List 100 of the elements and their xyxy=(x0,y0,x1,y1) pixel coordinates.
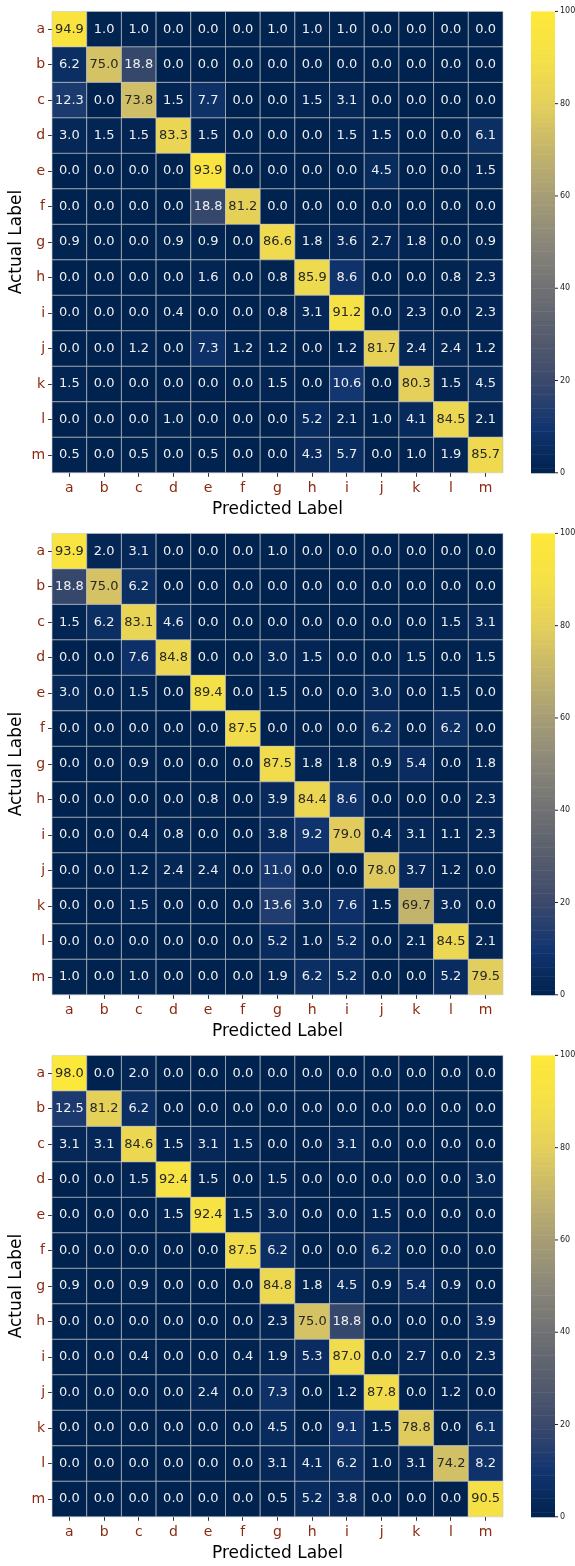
data-label: 3.0 xyxy=(301,897,323,913)
data-label: 0.0 xyxy=(93,684,115,700)
data-label: 1.0 xyxy=(301,932,323,948)
data-label: 1.0 xyxy=(163,410,184,426)
data-label: 0.0 xyxy=(405,1312,427,1328)
data-label: 3.0 xyxy=(267,649,288,664)
data-label: 0.0 xyxy=(59,826,80,842)
data-label: 0.0 xyxy=(405,162,427,178)
data-label: 1.5 xyxy=(163,1135,184,1151)
data-label: 1.5 xyxy=(440,375,462,391)
data-label: 75.0 xyxy=(297,1312,327,1328)
data-label: 0.0 xyxy=(59,162,80,178)
data-label: 0.0 xyxy=(163,719,184,735)
data-label: 5.2 xyxy=(440,968,462,984)
x-tick-label: a xyxy=(65,478,74,495)
data-label: 0.0 xyxy=(475,91,496,107)
data-label: 0.0 xyxy=(301,861,323,877)
data-label: 6.1 xyxy=(475,1419,496,1435)
data-label: 0.0 xyxy=(336,649,358,664)
y-tick-label: i xyxy=(41,825,46,842)
data-label: 4.1 xyxy=(301,1454,323,1470)
data-label: 0.0 xyxy=(405,197,427,213)
data-label: 1.5 xyxy=(371,897,392,913)
color-bar-label: 100 xyxy=(560,528,575,538)
data-label: 0.0 xyxy=(440,542,462,558)
data-label: 0.0 xyxy=(336,684,358,700)
data-label: 1.5 xyxy=(475,649,496,664)
data-label: 6.1 xyxy=(475,127,496,142)
data-label: 1.8 xyxy=(405,233,427,249)
data-label: 0.0 xyxy=(440,1135,462,1151)
data-label: 1.2 xyxy=(440,1383,462,1399)
data-label: 2.7 xyxy=(405,1348,427,1364)
data-label: 0.0 xyxy=(93,339,115,355)
data-label: 0.0 xyxy=(232,233,254,249)
data-label: 0.0 xyxy=(197,1454,219,1470)
data-label: 0.0 xyxy=(128,1490,150,1506)
data-label: 0.4 xyxy=(163,304,184,320)
data-label: 0.0 xyxy=(59,304,80,320)
x-tick-label: e xyxy=(203,478,213,495)
data-label: 0.0 xyxy=(197,1490,219,1506)
data-label: 0.0 xyxy=(163,1490,184,1506)
data-label: 0.0 xyxy=(59,790,80,806)
y-tick-label: i xyxy=(41,303,46,320)
data-label: 0.0 xyxy=(93,1490,115,1506)
data-label: 5.2 xyxy=(301,1490,323,1506)
data-label: 0.0 xyxy=(93,1171,115,1186)
data-label: 0.0 xyxy=(301,339,323,355)
data-label: 75.0 xyxy=(89,578,119,594)
data-label: 1.5 xyxy=(128,897,150,913)
x-tick-label: c xyxy=(134,478,143,495)
data-label: 1.8 xyxy=(336,755,358,771)
data-label: 2.3 xyxy=(475,268,496,284)
data-label: 0.0 xyxy=(232,1490,254,1506)
data-label: 1.5 xyxy=(371,127,392,142)
data-label: 91.2 xyxy=(332,304,362,320)
data-label: 0.0 xyxy=(301,578,323,594)
data-label: 0.0 xyxy=(59,1171,80,1186)
data-label: 1.2 xyxy=(232,339,254,355)
data-label: 0.0 xyxy=(336,542,358,558)
data-label: 3.1 xyxy=(336,1135,358,1151)
data-label: 0.9 xyxy=(440,1277,462,1293)
data-label: 0.0 xyxy=(128,268,150,284)
data-label: 6.2 xyxy=(440,719,462,735)
data-label: 0.0 xyxy=(232,790,254,806)
data-label: 0.0 xyxy=(163,968,184,984)
data-label: 0.0 xyxy=(197,1241,219,1257)
y-tick-label: f xyxy=(40,197,47,214)
data-label: 0.0 xyxy=(336,1241,358,1257)
data-label: 5.2 xyxy=(267,932,288,948)
data-label: 0.0 xyxy=(59,1419,80,1435)
data-label: 0.5 xyxy=(59,446,80,462)
data-label: 3.9 xyxy=(267,790,288,806)
data-label: 0.0 xyxy=(232,861,254,877)
y-tick-label: f xyxy=(40,719,47,736)
data-label: 0.0 xyxy=(93,790,115,806)
data-label: 0.0 xyxy=(163,1241,184,1257)
data-label: 80.3 xyxy=(401,375,431,391)
data-label: 6.2 xyxy=(371,1241,392,1257)
data-label: 0.0 xyxy=(232,91,254,107)
data-label: 0.0 xyxy=(59,755,80,771)
data-label: 0.0 xyxy=(163,20,184,36)
data-label: 0.0 xyxy=(128,197,150,213)
data-label: 0.0 xyxy=(197,542,219,558)
x-tick-label: e xyxy=(203,1522,213,1539)
data-label: 0.0 xyxy=(371,1490,392,1506)
data-label: 1.0 xyxy=(371,1454,392,1470)
y-tick-label: d xyxy=(36,126,46,143)
data-label: 0.0 xyxy=(232,755,254,771)
data-label: 6.2 xyxy=(371,719,392,735)
x-tick-label: l xyxy=(449,1522,453,1539)
data-label: 0.0 xyxy=(301,162,323,178)
data-label: 0.0 xyxy=(197,613,219,629)
data-label: 0.0 xyxy=(301,1171,323,1186)
data-label: 0.0 xyxy=(232,56,254,72)
data-label: 0.0 xyxy=(93,233,115,249)
data-label: 0.0 xyxy=(93,1348,115,1364)
x-tick-label: l xyxy=(449,1000,453,1017)
data-label: 0.0 xyxy=(197,1419,219,1435)
data-label: 0.0 xyxy=(197,1312,219,1328)
y-tick-label: l xyxy=(41,1454,46,1471)
